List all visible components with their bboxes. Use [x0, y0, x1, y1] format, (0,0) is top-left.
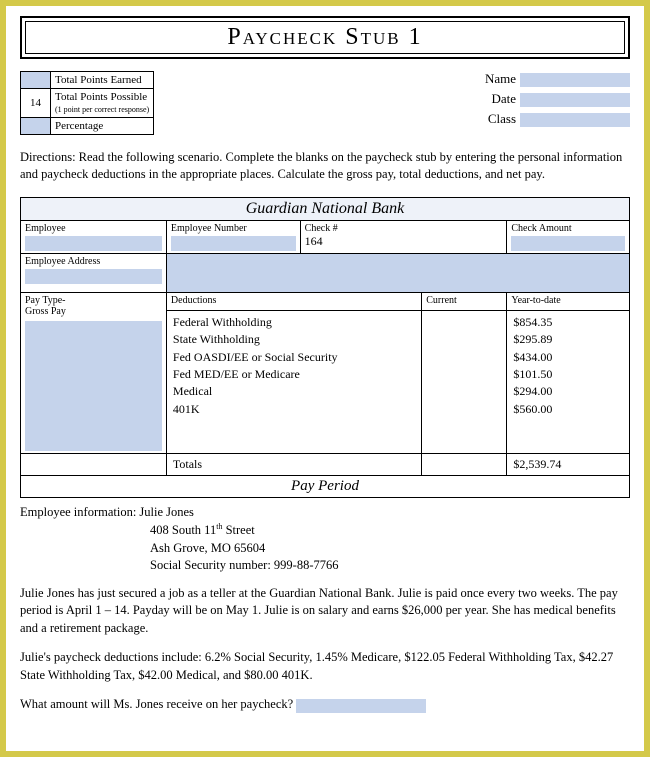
- check-amount-cell: Check Amount: [507, 221, 629, 253]
- percentage-cell[interactable]: [21, 118, 51, 135]
- points-table: Total Points Earned 14 Total Points Poss…: [20, 71, 154, 135]
- address-label-fill[interactable]: [25, 269, 162, 284]
- totals-ytd: $2,539.74: [507, 454, 629, 475]
- name-block: Name Date Class: [485, 71, 630, 135]
- date-label: Date: [491, 91, 516, 106]
- points-possible-label: Total Points Possible (1 point per corre…: [51, 89, 154, 118]
- employee-number-cell: Employee Number: [167, 221, 301, 253]
- directions-text: Directions: Read the following scenario.…: [20, 149, 630, 183]
- paytype-col: Pay Type-Gross Pay: [21, 293, 167, 453]
- totals-label: Totals: [167, 454, 422, 475]
- final-question: What amount will Ms. Jones receive on he…: [20, 696, 630, 714]
- stub-header-row: Employee Employee Number Check # 164 Che…: [21, 221, 629, 254]
- name-label: Name: [485, 71, 516, 86]
- points-earned-label: Total Points Earned: [51, 72, 154, 89]
- class-label: Class: [488, 111, 516, 126]
- paycheck-stub: Guardian National Bank Employee Employee…: [20, 197, 630, 498]
- date-input[interactable]: [520, 93, 630, 107]
- totals-row: Totals $2,539.74: [21, 454, 629, 475]
- worksheet-page: Paycheck Stub 1 Total Points Earned 14 T…: [6, 6, 644, 751]
- address-input[interactable]: [167, 254, 629, 292]
- employee-info: Employee information: Julie Jones 408 So…: [20, 504, 630, 575]
- points-possible-value: 14: [21, 89, 51, 118]
- deductions-col: Deductions Federal Withholding State Wit…: [167, 293, 422, 453]
- bank-name: Guardian National Bank: [21, 198, 629, 221]
- check-amount-input[interactable]: [511, 236, 625, 251]
- employee-cell: Employee: [21, 221, 167, 253]
- top-row: Total Points Earned 14 Total Points Poss…: [20, 71, 630, 135]
- deduction-info-text: Julie's paycheck deductions include: 6.2…: [20, 649, 630, 684]
- pay-period-label: Pay Period: [21, 475, 629, 497]
- title-box: Paycheck Stub 1: [20, 16, 630, 59]
- final-answer-input[interactable]: [296, 699, 426, 713]
- name-input[interactable]: [520, 73, 630, 87]
- gross-pay-input[interactable]: [25, 321, 162, 451]
- class-input[interactable]: [520, 113, 630, 127]
- address-label: Employee Address: [21, 254, 167, 292]
- scenario-text: Julie Jones has just secured a job as a …: [20, 585, 630, 638]
- current-col: Current: [422, 293, 507, 453]
- employee-number-input[interactable]: [171, 236, 296, 251]
- check-number-cell: Check # 164: [301, 221, 508, 253]
- current-values[interactable]: [422, 311, 506, 334]
- deductions-row: Pay Type-Gross Pay Deductions Federal Wi…: [21, 293, 629, 454]
- employee-input[interactable]: [25, 236, 162, 251]
- points-earned-cell[interactable]: [21, 72, 51, 89]
- percentage-label: Percentage: [51, 118, 154, 135]
- totals-current[interactable]: [422, 454, 507, 475]
- ytd-values: $854.35 $295.89 $434.00 $101.50 $294.00 …: [507, 311, 629, 421]
- ytd-col: Year-to-date $854.35 $295.89 $434.00 $10…: [507, 293, 629, 453]
- page-title: Paycheck Stub 1: [25, 21, 625, 54]
- address-row: Employee Address: [21, 254, 629, 293]
- deductions-list: Federal Withholding State Withholding Fe…: [167, 311, 421, 421]
